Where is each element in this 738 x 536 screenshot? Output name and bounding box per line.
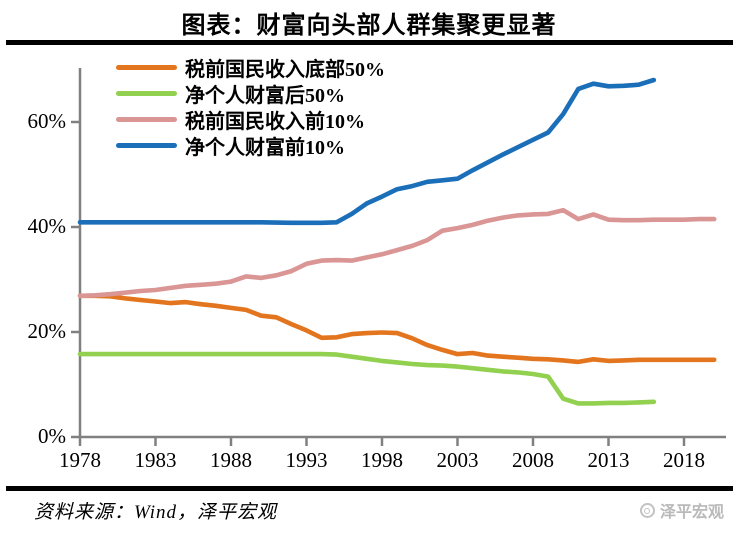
x-tick-label: 1988: [210, 448, 252, 472]
watermark: 泽平宏观: [639, 498, 724, 522]
x-tick-label: 1978: [59, 448, 101, 472]
series-line: [77, 293, 717, 365]
y-tick-label: 40%: [27, 214, 67, 238]
x-tick-label: 2003: [436, 448, 479, 472]
zeping-logo-icon: [639, 502, 655, 518]
source-note: 资料来源：Wind，泽平宏观: [34, 502, 278, 523]
x-tick-label: 1998: [361, 448, 403, 472]
legend-line-swatch: [116, 116, 177, 122]
legend-item: 税前国民收入前10%: [116, 106, 385, 133]
watermark-label: 泽平宏观: [659, 504, 724, 521]
y-tick-label: 60%: [27, 109, 67, 133]
legend-line-swatch: [116, 90, 177, 96]
y-tick-label: 20%: [27, 319, 67, 343]
legend-item: 税前国民收入底部50%: [116, 54, 385, 81]
top-divider: [6, 40, 733, 45]
y-tick-label: 0%: [38, 424, 66, 448]
chart-legend: 税前国民收入底部50% 净个人财富后50% 税前国民收入前10% 净个人财富前10%: [116, 54, 385, 159]
x-tick-label: 1993: [285, 448, 328, 472]
legend-line-swatch: [116, 142, 177, 148]
bottom-divider: [6, 486, 733, 491]
x-tick-label: 2013: [587, 448, 630, 472]
legend-line-swatch: [116, 64, 177, 70]
series-line: [77, 207, 717, 299]
x-tick-label: 2018: [663, 448, 705, 472]
x-tick-label: 1983: [134, 448, 177, 472]
legend-item: 净个人财富后50%: [116, 80, 385, 107]
legend-label: 税前国民收入底部50%: [185, 58, 385, 81]
legend-item: 净个人财富前10%: [116, 132, 385, 159]
x-tick-label: 2008: [512, 448, 554, 472]
series-line: [77, 351, 657, 406]
legend-label: 净个人财富后50%: [185, 84, 345, 107]
series-line: [77, 77, 657, 226]
legend-label: 税前国民收入前10%: [185, 110, 365, 133]
chart-title: 图表：财富向头部人群集聚更显著: [181, 13, 557, 39]
legend-label: 净个人财富前10%: [185, 136, 345, 159]
